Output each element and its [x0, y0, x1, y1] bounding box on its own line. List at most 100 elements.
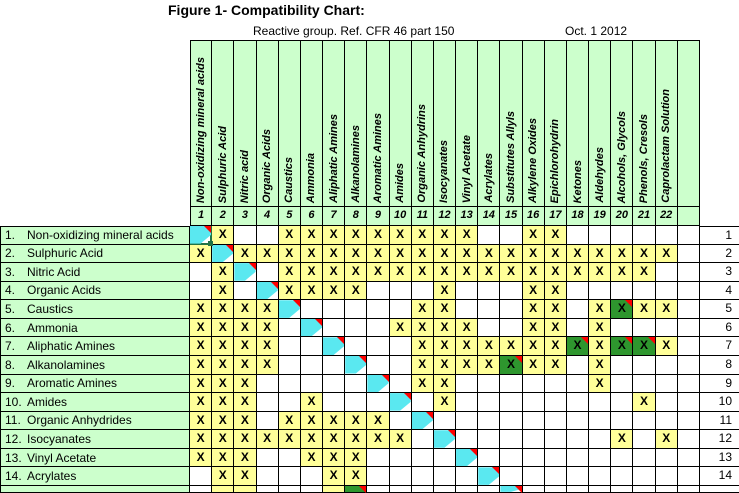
- cell-r11-c21[interactable]: [633, 411, 656, 431]
- cell-r6-c12[interactable]: X: [433, 318, 457, 338]
- column-number-10[interactable]: 10: [389, 207, 412, 226]
- cell-partial-c15[interactable]: [500, 485, 523, 493]
- cell-r12-c9[interactable]: X: [367, 430, 390, 449]
- cell-r10-c14[interactable]: [478, 393, 501, 412]
- cell-r7-c12[interactable]: X: [433, 337, 457, 356]
- column-header-2[interactable]: Sulphuric Acid: [212, 40, 235, 207]
- cell-r11-c17[interactable]: [544, 411, 567, 431]
- cell-r9-c12[interactable]: X: [433, 374, 457, 394]
- cell-r5-c15[interactable]: [500, 300, 523, 319]
- cell-r11-c11[interactable]: [411, 411, 434, 431]
- cell-r2-c16[interactable]: X: [522, 244, 545, 264]
- cell-r5-c8[interactable]: [345, 300, 368, 319]
- cell-partial-c7[interactable]: [323, 485, 346, 493]
- cell-r8-c8[interactable]: [345, 355, 368, 375]
- cell-r13-c18[interactable]: [566, 448, 590, 468]
- cell-r1-c1[interactable]: [190, 226, 214, 246]
- cell-r14-c13[interactable]: [456, 467, 479, 486]
- column-header-8[interactable]: Alkanolamines: [345, 40, 368, 207]
- cell-partial-c22[interactable]: [655, 485, 678, 493]
- cell-r1-c14[interactable]: [478, 226, 501, 245]
- cell-r5-c2[interactable]: X: [212, 300, 235, 319]
- cell-r14-c19[interactable]: [589, 467, 612, 486]
- cell-r4-c11[interactable]: [411, 281, 434, 301]
- cell-r12-c20[interactable]: X: [611, 430, 634, 449]
- cell-r2-c11[interactable]: X: [411, 244, 434, 264]
- cell-r8-c2[interactable]: X: [212, 355, 235, 375]
- cell-r7-c19[interactable]: X: [589, 337, 612, 356]
- cell-r11-c8[interactable]: X: [345, 411, 368, 431]
- cell-r6-c5[interactable]: [278, 318, 301, 338]
- cell-r9-c10[interactable]: [389, 374, 412, 394]
- cell-r2-c1[interactable]: X: [190, 244, 213, 264]
- cell-r13-c4[interactable]: [256, 448, 279, 468]
- cell-r12-c13[interactable]: [456, 430, 479, 449]
- cell-r8-c18[interactable]: [566, 355, 590, 375]
- column-header-20[interactable]: Alcohols, Glycols: [611, 40, 634, 207]
- cell-r14-c9[interactable]: [367, 467, 390, 486]
- row-label-11[interactable]: 11. Organic Anhydrides: [0, 411, 190, 431]
- cell-r3-c22[interactable]: [655, 263, 678, 282]
- cell-r4-c7[interactable]: X: [323, 281, 346, 301]
- cell-r6-c11[interactable]: X: [411, 318, 434, 338]
- cell-r5-c14[interactable]: [478, 300, 501, 319]
- cell-r14-extra[interactable]: [677, 467, 700, 486]
- cell-r4-c18[interactable]: [566, 281, 590, 301]
- cell-partial-c4[interactable]: [256, 485, 279, 493]
- cell-r6-c20[interactable]: [611, 318, 634, 338]
- cell-r1-c19[interactable]: [589, 226, 612, 245]
- cell-r4-c6[interactable]: X: [300, 281, 324, 301]
- cell-r14-c2[interactable]: X: [212, 467, 235, 486]
- cell-partial-c1[interactable]: [190, 485, 213, 493]
- cell-r10-c11[interactable]: [411, 393, 434, 412]
- cell-r6-c3[interactable]: X: [234, 318, 257, 338]
- cell-r14-c17[interactable]: [544, 467, 567, 486]
- cell-r1-extra[interactable]: [677, 226, 700, 245]
- cell-r2-c12[interactable]: X: [433, 244, 457, 264]
- row-label-9[interactable]: 9. Aromatic Amines: [0, 374, 190, 394]
- cell-r12-c7[interactable]: X: [323, 430, 346, 449]
- cell-r13-c21[interactable]: [633, 448, 656, 468]
- cell-r9-c16[interactable]: [522, 374, 545, 394]
- cell-r13-c1[interactable]: X: [190, 448, 213, 468]
- cell-r14-c1[interactable]: [190, 467, 213, 486]
- cell-r10-c22[interactable]: [655, 393, 678, 412]
- cell-r2-c15[interactable]: X: [500, 244, 523, 264]
- cell-r7-c17[interactable]: X: [544, 337, 567, 356]
- cell-r11-c20[interactable]: [611, 411, 634, 431]
- column-number-2[interactable]: 2: [212, 207, 235, 226]
- cell-r4-c1[interactable]: [190, 281, 213, 301]
- cell-r3-c11[interactable]: X: [411, 263, 434, 282]
- column-header-9[interactable]: Aromatic Amines: [367, 40, 390, 207]
- cell-r11-c14[interactable]: [478, 411, 501, 431]
- cell-r6-c9[interactable]: [367, 318, 390, 338]
- cell-r5-c16[interactable]: X: [522, 300, 545, 319]
- cell-r2-c20[interactable]: X: [611, 244, 634, 264]
- cell-r7-c20[interactable]: X: [611, 337, 634, 356]
- cell-partial-c19[interactable]: [589, 485, 612, 493]
- cell-r13-c19[interactable]: [589, 448, 612, 468]
- cell-r11-c22[interactable]: [655, 411, 678, 431]
- cell-r2-c17[interactable]: X: [544, 244, 567, 264]
- cell-r6-c6[interactable]: [300, 318, 324, 338]
- cell-r3-c9[interactable]: X: [367, 263, 390, 282]
- cell-r9-c18[interactable]: [566, 374, 590, 394]
- cell-r13-c9[interactable]: [367, 448, 390, 468]
- cell-r11-c12[interactable]: [433, 411, 457, 431]
- cell-r12-c2[interactable]: X: [212, 430, 235, 449]
- cell-r6-c10[interactable]: X: [389, 318, 412, 338]
- cell-partial-c6[interactable]: [300, 485, 324, 493]
- cell-r12-c1[interactable]: X: [190, 430, 213, 449]
- cell-r10-extra[interactable]: [677, 393, 700, 412]
- cell-partial-c2[interactable]: [212, 485, 235, 493]
- cell-r9-c22[interactable]: [655, 374, 678, 394]
- cell-r3-c12[interactable]: X: [433, 263, 457, 282]
- cell-r13-c12[interactable]: [433, 448, 457, 468]
- row-label-4[interactable]: 4. Organic Acids: [0, 281, 190, 301]
- cell-r3-c8[interactable]: X: [345, 263, 368, 282]
- cell-r9-c6[interactable]: [300, 374, 324, 394]
- cell-r14-c18[interactable]: [566, 467, 590, 486]
- cell-partial-c21[interactable]: [633, 485, 656, 493]
- cell-r11-c3[interactable]: X: [234, 411, 257, 431]
- cell-r5-c11[interactable]: X: [411, 300, 434, 319]
